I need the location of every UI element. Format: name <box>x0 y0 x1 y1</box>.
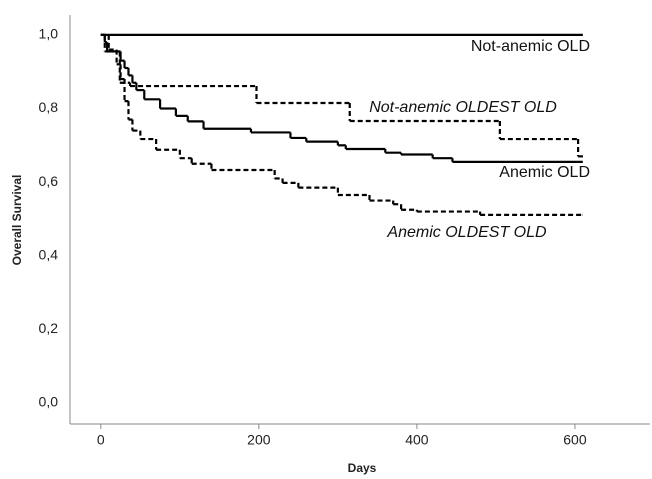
x-tick-label: 200 <box>247 432 271 448</box>
y-tick-label: 0,6 <box>39 173 59 189</box>
y-axis-label: Overall Survival <box>10 175 24 266</box>
x-axis-label: Days <box>348 461 377 475</box>
y-tick-label: 1,0 <box>39 26 59 42</box>
series-label: Not-anemic OLD <box>471 38 590 55</box>
y-tick-label: 0,8 <box>39 99 59 115</box>
x-tick-label: 600 <box>563 432 587 448</box>
y-tick-label: 0,2 <box>39 320 59 336</box>
series-label: Anemic OLD <box>499 164 590 181</box>
y-tick-label: 0,0 <box>39 394 59 410</box>
x-tick-label: 400 <box>405 432 429 448</box>
series-label: Anemic OLDEST OLD <box>386 224 547 241</box>
x-tick-label: 0 <box>97 432 105 448</box>
series-label: Not-anemic OLDEST OLD <box>369 99 557 116</box>
y-tick-label: 0,4 <box>39 246 59 262</box>
